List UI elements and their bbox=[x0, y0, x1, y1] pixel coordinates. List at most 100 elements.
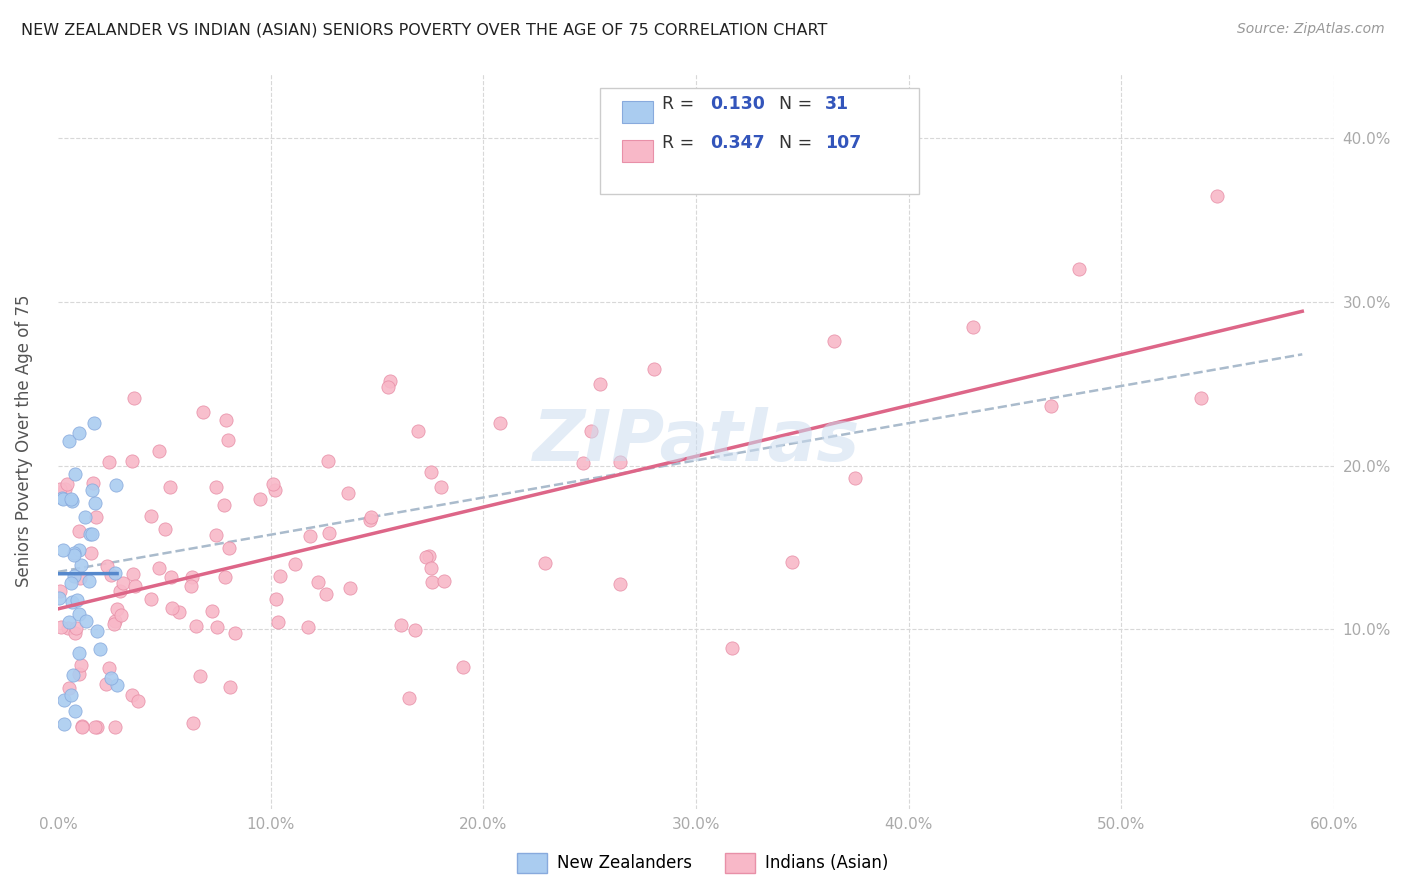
Point bbox=[218, 541, 240, 555]
Point bbox=[82, 475, 104, 490]
Point bbox=[159, 480, 181, 494]
Point bbox=[86, 720, 108, 734]
Point bbox=[844, 471, 866, 485]
Point bbox=[67, 542, 90, 557]
Point bbox=[180, 579, 202, 593]
Point bbox=[127, 694, 149, 708]
Point bbox=[121, 453, 143, 467]
Point bbox=[337, 485, 360, 500]
Point bbox=[48, 591, 70, 605]
Point bbox=[453, 660, 475, 674]
Point bbox=[69, 571, 91, 585]
Point bbox=[318, 526, 340, 541]
Point bbox=[67, 607, 90, 621]
Point bbox=[100, 568, 122, 582]
Y-axis label: Seniors Poverty Over the Age of 75: Seniors Poverty Over the Age of 75 bbox=[15, 294, 32, 587]
Point bbox=[121, 688, 143, 702]
Point bbox=[418, 549, 440, 563]
Point bbox=[419, 465, 441, 479]
Point bbox=[148, 561, 170, 575]
Point bbox=[97, 455, 120, 469]
Point bbox=[124, 579, 146, 593]
Text: Source: ZipAtlas.com: Source: ZipAtlas.com bbox=[1237, 22, 1385, 37]
Point bbox=[110, 608, 132, 623]
Point bbox=[389, 618, 412, 632]
Point bbox=[430, 480, 453, 494]
Point bbox=[422, 575, 444, 590]
Point bbox=[433, 574, 456, 589]
Text: NEW ZEALANDER VS INDIAN (ASIAN) SENIORS POVERTY OVER THE AGE OF 75 CORRELATION C: NEW ZEALANDER VS INDIAN (ASIAN) SENIORS … bbox=[21, 22, 828, 37]
Point bbox=[160, 600, 183, 615]
Point bbox=[80, 527, 103, 541]
Point bbox=[153, 522, 176, 536]
Point bbox=[66, 593, 89, 607]
Point bbox=[201, 604, 224, 618]
Point bbox=[184, 619, 207, 633]
Point bbox=[315, 587, 337, 601]
Point bbox=[398, 691, 420, 706]
Text: 0.130: 0.130 bbox=[710, 95, 765, 113]
Point bbox=[205, 620, 228, 634]
Point bbox=[103, 616, 125, 631]
Point bbox=[721, 640, 744, 655]
Text: N =: N = bbox=[779, 95, 818, 113]
Point bbox=[112, 576, 135, 591]
Point bbox=[141, 591, 163, 606]
Point bbox=[63, 626, 86, 640]
Point bbox=[122, 391, 145, 405]
Point bbox=[249, 492, 271, 507]
Point bbox=[65, 621, 87, 635]
Point bbox=[100, 671, 122, 685]
Point bbox=[89, 642, 111, 657]
Point bbox=[56, 621, 79, 635]
Point bbox=[609, 577, 631, 591]
Point bbox=[77, 574, 100, 588]
Point bbox=[589, 376, 612, 391]
Point bbox=[267, 615, 290, 630]
Point bbox=[53, 693, 76, 707]
Point bbox=[217, 434, 239, 448]
Point bbox=[962, 319, 984, 334]
Point bbox=[75, 615, 97, 629]
Text: 0.347: 0.347 bbox=[710, 134, 765, 152]
Point bbox=[62, 569, 84, 583]
Text: ZIPatlas: ZIPatlas bbox=[533, 407, 860, 475]
Point bbox=[141, 509, 163, 524]
FancyBboxPatch shape bbox=[621, 139, 652, 162]
Point bbox=[58, 615, 80, 629]
Point bbox=[70, 657, 93, 672]
Point bbox=[159, 570, 181, 584]
Point bbox=[70, 720, 93, 734]
Text: R =: R = bbox=[662, 134, 699, 152]
Point bbox=[108, 584, 131, 599]
Point bbox=[80, 483, 103, 497]
Point bbox=[534, 557, 557, 571]
Point bbox=[316, 454, 339, 468]
Point bbox=[298, 529, 321, 543]
Point bbox=[97, 661, 120, 675]
Point bbox=[62, 548, 84, 562]
Point bbox=[59, 688, 82, 702]
Point bbox=[167, 606, 190, 620]
Point bbox=[67, 425, 90, 440]
Point bbox=[84, 509, 107, 524]
Point bbox=[415, 550, 437, 565]
Point bbox=[59, 575, 82, 590]
Point bbox=[51, 491, 73, 505]
Point bbox=[53, 482, 76, 496]
Point bbox=[264, 592, 287, 607]
Point bbox=[53, 717, 76, 731]
Point bbox=[1189, 391, 1212, 405]
Point bbox=[219, 680, 242, 694]
Point bbox=[96, 559, 118, 574]
Point bbox=[69, 558, 91, 572]
Point bbox=[104, 720, 127, 734]
Point bbox=[63, 467, 86, 481]
FancyBboxPatch shape bbox=[621, 101, 652, 123]
Point bbox=[70, 718, 93, 732]
Point bbox=[609, 455, 631, 469]
Point bbox=[420, 561, 443, 575]
Point bbox=[56, 477, 79, 491]
Point bbox=[359, 513, 381, 527]
Point bbox=[297, 620, 319, 634]
